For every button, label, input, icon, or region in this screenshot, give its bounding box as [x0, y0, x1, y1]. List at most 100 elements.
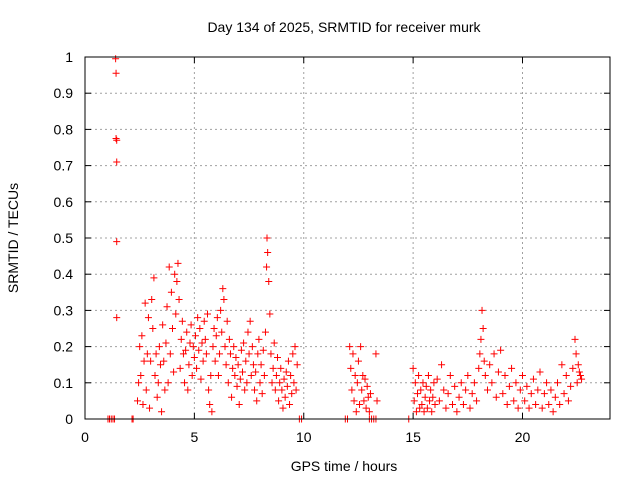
data-point [206, 401, 214, 409]
data-point [462, 386, 470, 394]
data-point [464, 372, 472, 380]
data-point [113, 136, 121, 144]
data-point [564, 397, 572, 405]
x-tick-label: 10 [296, 429, 312, 445]
data-point [153, 393, 161, 401]
data-point [266, 310, 274, 318]
data-point [166, 350, 174, 358]
data-point [446, 372, 454, 380]
data-point [240, 339, 248, 347]
data-point [457, 379, 465, 387]
data-point [210, 325, 218, 332]
data-point [200, 317, 208, 325]
data-point [201, 335, 209, 343]
data-point [187, 321, 195, 329]
data-point [259, 346, 267, 354]
data-point [543, 379, 551, 387]
data-point [245, 350, 253, 358]
data-point [409, 364, 417, 372]
data-point [508, 364, 516, 372]
data-point [358, 386, 366, 394]
data-point [444, 390, 452, 398]
data-point [251, 386, 259, 394]
data-point [219, 285, 227, 293]
data-point [263, 263, 271, 271]
data-point [257, 361, 265, 369]
data-point [224, 379, 232, 387]
data-point [364, 393, 372, 401]
data-point [348, 386, 356, 394]
data-point [440, 386, 448, 394]
data-point [418, 401, 426, 409]
data-point [525, 404, 533, 412]
y-tick-label: 0.3 [54, 302, 74, 318]
data-point [255, 335, 263, 343]
data-point [346, 343, 354, 351]
data-point [162, 339, 170, 347]
data-point [494, 368, 502, 376]
y-tick-label: 0.1 [54, 375, 74, 391]
data-point [574, 361, 582, 369]
data-point [578, 375, 586, 383]
data-point [191, 332, 199, 340]
data-point [218, 328, 226, 336]
data-point [558, 361, 566, 369]
data-point [431, 401, 439, 409]
data-point [149, 325, 157, 332]
data-point [423, 404, 431, 412]
data-point [228, 393, 236, 401]
data-point [536, 368, 544, 376]
data-point [279, 404, 287, 412]
data-point [232, 353, 240, 361]
data-point [144, 314, 152, 322]
data-point [501, 372, 509, 380]
data-point [411, 379, 419, 387]
data-point [359, 372, 367, 380]
data-point [422, 382, 430, 390]
data-point [353, 379, 361, 387]
y-axis-title: SRMTID / TECUs [5, 183, 21, 293]
data-point [576, 372, 584, 380]
data-point [239, 368, 246, 376]
data-point [207, 372, 215, 380]
data-point [214, 372, 222, 380]
data-point [540, 390, 548, 398]
data-point [419, 379, 427, 387]
data-point [113, 238, 121, 246]
data-point [449, 401, 456, 409]
data-point [455, 393, 463, 401]
data-point [275, 397, 283, 405]
data-point [205, 386, 213, 394]
data-point [433, 375, 441, 383]
data-point [435, 397, 443, 405]
x-tick-label: 20 [515, 429, 531, 445]
data-point [212, 332, 220, 340]
data-point [199, 357, 207, 365]
data-point [547, 386, 555, 394]
data-point [140, 357, 148, 365]
data-point [165, 263, 173, 271]
data-point [249, 361, 257, 369]
data-point [514, 404, 522, 412]
data-point [182, 346, 190, 354]
data-point [290, 379, 298, 387]
data-point [112, 55, 120, 63]
data-point [265, 277, 273, 285]
y-tick-label: 0 [65, 411, 73, 427]
data-point [247, 372, 255, 380]
data-point [260, 372, 268, 380]
data-point [222, 361, 230, 369]
data-point [195, 346, 203, 354]
data-point [549, 408, 557, 416]
ticks-layer [84, 56, 610, 420]
data-point [477, 335, 485, 343]
data-point [347, 364, 355, 372]
data-point [159, 321, 167, 329]
data-point [287, 372, 295, 380]
data-point [351, 372, 359, 380]
data-point [150, 274, 158, 282]
data-point [113, 158, 121, 166]
data-point [272, 372, 280, 380]
x-tick-label: 0 [81, 429, 89, 445]
data-point [216, 350, 224, 358]
